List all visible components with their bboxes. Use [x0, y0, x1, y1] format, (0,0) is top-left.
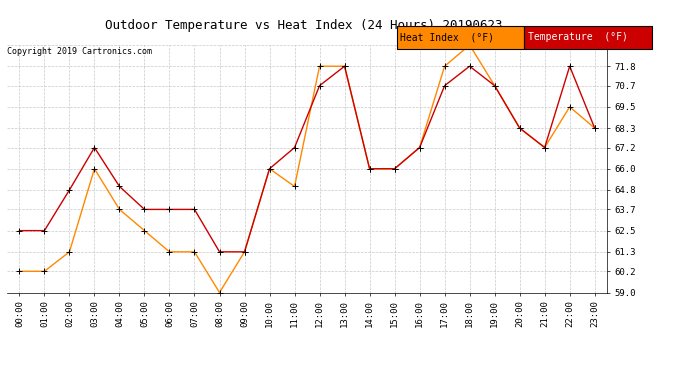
Heat Index  (°F)	[40, 269, 48, 273]
Temperature  (°F)	[515, 126, 524, 130]
Heat Index  (°F)	[591, 126, 599, 130]
Temperature  (°F)	[90, 145, 99, 150]
Temperature  (°F)	[415, 145, 424, 150]
Heat Index  (°F)	[166, 250, 174, 254]
Heat Index  (°F)	[315, 64, 324, 69]
Temperature  (°F)	[391, 166, 399, 171]
Heat Index  (°F)	[215, 290, 224, 295]
Text: Copyright 2019 Cartronics.com: Copyright 2019 Cartronics.com	[7, 47, 152, 56]
Temperature  (°F)	[15, 228, 23, 233]
Heat Index  (°F)	[391, 166, 399, 171]
Heat Index  (°F)	[15, 269, 23, 273]
Temperature  (°F)	[315, 83, 324, 88]
Heat Index  (°F)	[115, 207, 124, 212]
Temperature  (°F)	[190, 207, 199, 212]
Temperature  (°F)	[466, 64, 474, 69]
Heat Index  (°F)	[466, 43, 474, 47]
Temperature  (°F)	[240, 250, 248, 254]
Text: Temperature  (°F): Temperature (°F)	[528, 33, 628, 42]
Temperature  (°F)	[491, 83, 499, 88]
Heat Index  (°F)	[290, 184, 299, 189]
Temperature  (°F)	[366, 166, 374, 171]
Heat Index  (°F)	[66, 250, 74, 254]
Temperature  (°F)	[66, 188, 74, 192]
Heat Index  (°F)	[190, 250, 199, 254]
Heat Index  (°F)	[240, 250, 248, 254]
Temperature  (°F)	[115, 184, 124, 189]
Temperature  (°F)	[290, 145, 299, 150]
Text: Outdoor Temperature vs Heat Index (24 Hours) 20190623: Outdoor Temperature vs Heat Index (24 Ho…	[105, 19, 502, 32]
Temperature  (°F)	[540, 145, 549, 150]
Heat Index  (°F)	[140, 228, 148, 233]
Text: Heat Index  (°F): Heat Index (°F)	[400, 33, 494, 42]
Heat Index  (°F)	[266, 166, 274, 171]
Line: Heat Index  (°F): Heat Index (°F)	[17, 42, 598, 295]
Temperature  (°F)	[440, 83, 449, 88]
Heat Index  (°F)	[415, 145, 424, 150]
Heat Index  (°F)	[440, 64, 449, 69]
Temperature  (°F)	[266, 166, 274, 171]
Temperature  (°F)	[166, 207, 174, 212]
Heat Index  (°F)	[540, 145, 549, 150]
Heat Index  (°F)	[366, 166, 374, 171]
Heat Index  (°F)	[90, 166, 99, 171]
Temperature  (°F)	[40, 228, 48, 233]
Temperature  (°F)	[215, 250, 224, 254]
Temperature  (°F)	[340, 64, 348, 69]
Heat Index  (°F)	[515, 126, 524, 130]
Temperature  (°F)	[591, 126, 599, 130]
Heat Index  (°F)	[491, 83, 499, 88]
Temperature  (°F)	[140, 207, 148, 212]
Temperature  (°F)	[566, 64, 574, 69]
Heat Index  (°F)	[340, 64, 348, 69]
Line: Temperature  (°F): Temperature (°F)	[17, 63, 598, 255]
Heat Index  (°F)	[566, 105, 574, 109]
